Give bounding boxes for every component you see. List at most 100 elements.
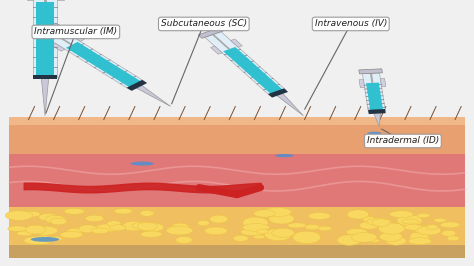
Ellipse shape — [402, 219, 419, 224]
Ellipse shape — [359, 221, 379, 229]
Ellipse shape — [409, 238, 431, 244]
Ellipse shape — [367, 218, 391, 226]
Ellipse shape — [243, 217, 268, 228]
Polygon shape — [366, 82, 383, 110]
Ellipse shape — [264, 228, 292, 241]
Polygon shape — [223, 47, 283, 94]
Ellipse shape — [417, 226, 441, 235]
Ellipse shape — [171, 223, 189, 231]
Ellipse shape — [130, 162, 154, 165]
Polygon shape — [268, 88, 288, 98]
Polygon shape — [380, 78, 386, 87]
Polygon shape — [71, 34, 84, 41]
Ellipse shape — [110, 225, 126, 231]
Ellipse shape — [404, 225, 423, 230]
Ellipse shape — [390, 211, 413, 218]
Ellipse shape — [140, 231, 162, 237]
Polygon shape — [368, 109, 386, 114]
Ellipse shape — [346, 228, 367, 235]
Ellipse shape — [91, 228, 109, 234]
Text: Intravenous (IV): Intravenous (IV) — [315, 19, 387, 28]
Polygon shape — [231, 39, 242, 47]
Ellipse shape — [288, 223, 306, 228]
Ellipse shape — [293, 231, 321, 244]
Polygon shape — [373, 111, 381, 126]
Ellipse shape — [379, 223, 405, 231]
Polygon shape — [198, 27, 224, 38]
Ellipse shape — [372, 219, 390, 226]
Ellipse shape — [362, 217, 376, 222]
Polygon shape — [359, 80, 365, 88]
Ellipse shape — [253, 235, 265, 239]
Ellipse shape — [263, 207, 292, 217]
Polygon shape — [33, 75, 57, 79]
Polygon shape — [359, 69, 383, 74]
Ellipse shape — [397, 215, 422, 226]
Ellipse shape — [45, 215, 65, 223]
Ellipse shape — [368, 239, 380, 243]
Polygon shape — [9, 207, 465, 245]
Ellipse shape — [79, 225, 98, 233]
Ellipse shape — [197, 221, 210, 226]
Polygon shape — [47, 30, 73, 45]
Polygon shape — [41, 77, 49, 116]
Ellipse shape — [8, 226, 27, 231]
Polygon shape — [9, 154, 465, 207]
Ellipse shape — [140, 210, 154, 216]
Ellipse shape — [114, 208, 133, 214]
Ellipse shape — [275, 154, 294, 157]
Ellipse shape — [32, 226, 58, 235]
Ellipse shape — [447, 236, 459, 241]
Ellipse shape — [351, 232, 377, 242]
Polygon shape — [35, 23, 61, 36]
Polygon shape — [52, 43, 65, 51]
Ellipse shape — [17, 231, 33, 236]
Polygon shape — [9, 245, 465, 258]
Ellipse shape — [60, 231, 82, 238]
Ellipse shape — [378, 223, 405, 234]
Ellipse shape — [305, 225, 320, 230]
Ellipse shape — [5, 211, 33, 221]
Polygon shape — [275, 92, 303, 116]
Polygon shape — [33, 0, 57, 77]
Polygon shape — [134, 84, 171, 106]
Ellipse shape — [48, 236, 63, 241]
Ellipse shape — [272, 228, 294, 238]
Ellipse shape — [132, 222, 154, 229]
Ellipse shape — [140, 223, 164, 232]
Ellipse shape — [274, 209, 290, 215]
Polygon shape — [127, 80, 147, 91]
Ellipse shape — [64, 209, 84, 214]
Ellipse shape — [25, 225, 46, 234]
Ellipse shape — [31, 237, 59, 242]
Ellipse shape — [24, 236, 52, 245]
Ellipse shape — [380, 232, 402, 242]
Ellipse shape — [241, 228, 264, 236]
Ellipse shape — [417, 213, 430, 218]
Ellipse shape — [367, 132, 382, 134]
Ellipse shape — [205, 227, 228, 235]
Ellipse shape — [442, 230, 456, 236]
Ellipse shape — [347, 210, 369, 219]
Ellipse shape — [122, 221, 146, 231]
Ellipse shape — [85, 215, 104, 222]
Ellipse shape — [337, 235, 361, 246]
Polygon shape — [42, 27, 145, 89]
Text: Subcutaneous (SC): Subcutaneous (SC) — [161, 19, 247, 28]
Ellipse shape — [308, 213, 330, 219]
Ellipse shape — [318, 226, 331, 231]
Ellipse shape — [36, 235, 48, 239]
Polygon shape — [363, 73, 385, 112]
Ellipse shape — [410, 232, 429, 240]
Ellipse shape — [440, 222, 460, 228]
Ellipse shape — [166, 226, 192, 235]
Polygon shape — [9, 117, 465, 125]
Polygon shape — [370, 72, 374, 83]
Polygon shape — [44, 0, 46, 2]
Ellipse shape — [256, 229, 269, 234]
Text: Intramuscular (IM): Intramuscular (IM) — [34, 27, 118, 36]
Ellipse shape — [409, 234, 429, 242]
Ellipse shape — [386, 237, 406, 245]
Ellipse shape — [137, 222, 157, 231]
Polygon shape — [205, 32, 286, 96]
